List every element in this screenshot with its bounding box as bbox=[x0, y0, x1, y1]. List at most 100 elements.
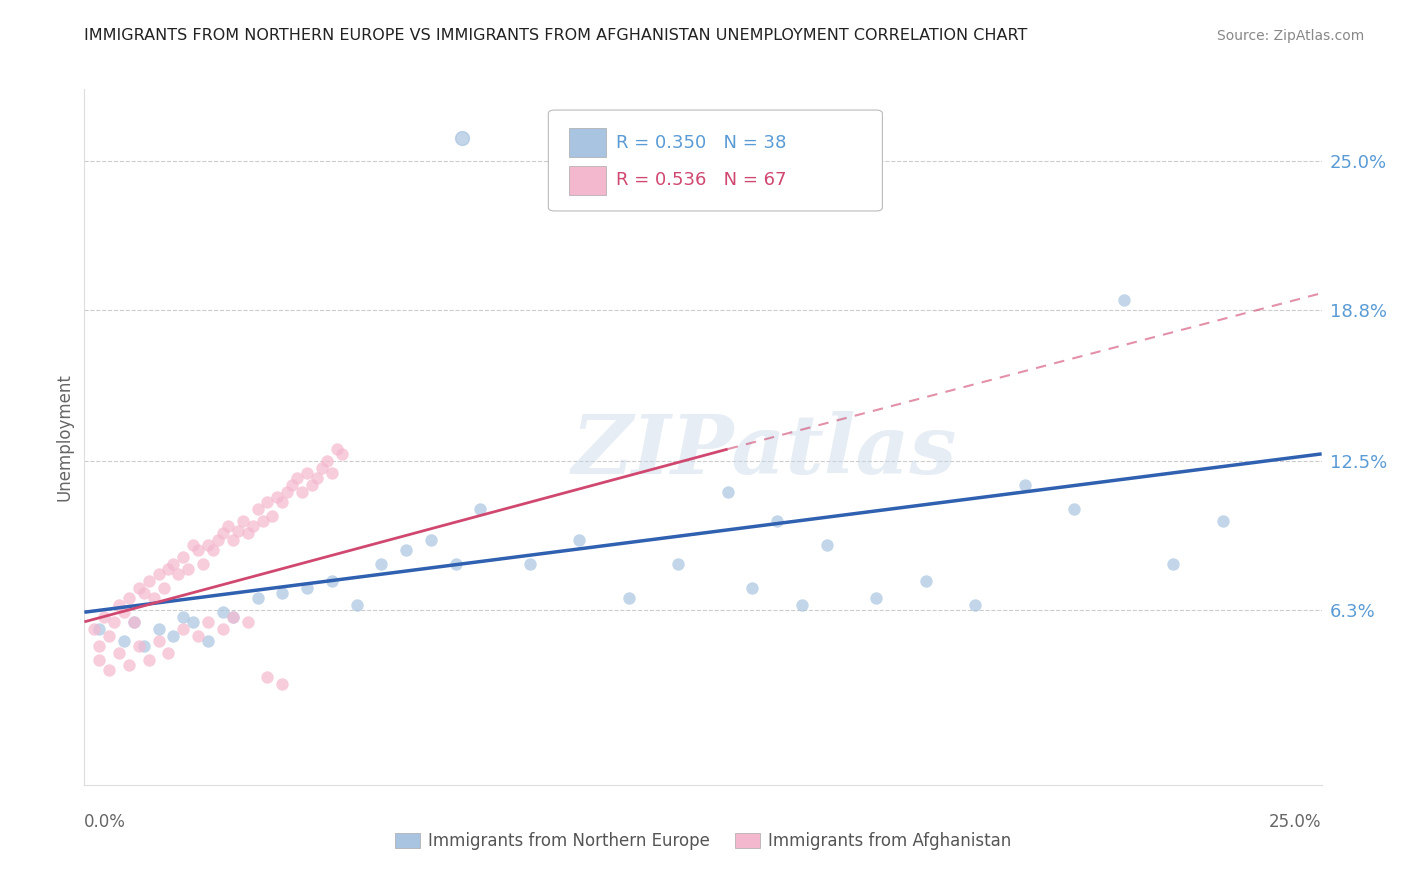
Point bbox=[128, 581, 150, 595]
Point bbox=[226, 524, 249, 538]
Point bbox=[128, 639, 150, 653]
Point bbox=[246, 591, 269, 605]
Point bbox=[212, 605, 235, 619]
Text: 0.0%: 0.0% bbox=[84, 813, 127, 830]
Point bbox=[187, 542, 209, 557]
Point bbox=[262, 509, 284, 524]
Text: 25.0%: 25.0% bbox=[1270, 813, 1322, 830]
Point bbox=[246, 502, 269, 516]
Point bbox=[717, 485, 740, 500]
Point bbox=[315, 454, 337, 468]
Point bbox=[177, 562, 200, 576]
Point bbox=[242, 519, 264, 533]
Point bbox=[266, 490, 288, 504]
Point bbox=[197, 538, 219, 552]
Point bbox=[98, 629, 121, 643]
Point bbox=[191, 558, 214, 572]
Text: IMMIGRANTS FROM NORTHERN EUROPE VS IMMIGRANTS FROM AFGHANISTAN UNEMPLOYMENT CORR: IMMIGRANTS FROM NORTHERN EUROPE VS IMMIG… bbox=[84, 29, 1028, 43]
Point bbox=[157, 646, 180, 660]
Point bbox=[305, 471, 328, 485]
Text: R = 0.536   N = 67: R = 0.536 N = 67 bbox=[616, 171, 787, 189]
Point bbox=[162, 629, 184, 643]
Point bbox=[207, 533, 229, 548]
Point bbox=[122, 615, 145, 629]
Point bbox=[276, 485, 298, 500]
Point bbox=[89, 639, 111, 653]
Point bbox=[311, 461, 333, 475]
Point bbox=[236, 526, 259, 541]
Point bbox=[617, 591, 640, 605]
Point bbox=[370, 558, 392, 572]
Point bbox=[112, 605, 135, 619]
Point bbox=[93, 610, 115, 624]
Point bbox=[271, 677, 294, 691]
Point bbox=[914, 574, 936, 588]
Point bbox=[132, 639, 155, 653]
Point bbox=[118, 658, 141, 673]
Point bbox=[741, 581, 763, 595]
Point bbox=[138, 574, 160, 588]
Point bbox=[236, 615, 259, 629]
Point bbox=[148, 566, 170, 581]
Point bbox=[865, 591, 887, 605]
Point bbox=[568, 533, 591, 548]
Point bbox=[295, 581, 318, 595]
Point bbox=[326, 442, 349, 456]
Point bbox=[197, 615, 219, 629]
Point bbox=[108, 598, 131, 612]
Point bbox=[172, 622, 194, 636]
Point bbox=[138, 653, 160, 667]
Point bbox=[89, 653, 111, 667]
Point bbox=[419, 533, 441, 548]
Point bbox=[281, 478, 304, 492]
Y-axis label: Unemployment: Unemployment bbox=[55, 373, 73, 501]
Point bbox=[285, 471, 308, 485]
Point bbox=[766, 514, 789, 528]
Point bbox=[519, 558, 541, 572]
Point bbox=[157, 562, 180, 576]
Point bbox=[212, 526, 235, 541]
Point bbox=[89, 622, 111, 636]
Point bbox=[965, 598, 987, 612]
Point bbox=[321, 574, 343, 588]
Point bbox=[1212, 514, 1234, 528]
Point bbox=[1063, 502, 1085, 516]
Point bbox=[202, 542, 225, 557]
Point bbox=[232, 514, 254, 528]
Point bbox=[112, 634, 135, 648]
FancyBboxPatch shape bbox=[569, 128, 606, 157]
Point bbox=[118, 591, 141, 605]
Point bbox=[217, 519, 239, 533]
Point bbox=[108, 646, 131, 660]
Point bbox=[271, 495, 294, 509]
Point bbox=[167, 566, 190, 581]
Point bbox=[181, 538, 204, 552]
Point bbox=[181, 615, 204, 629]
Point bbox=[252, 514, 274, 528]
Point bbox=[122, 615, 145, 629]
Point bbox=[1112, 293, 1135, 308]
Point bbox=[142, 591, 165, 605]
Point bbox=[256, 670, 278, 684]
Point bbox=[132, 586, 155, 600]
Point bbox=[301, 478, 323, 492]
Point bbox=[103, 615, 125, 629]
Point bbox=[790, 598, 813, 612]
Point bbox=[321, 466, 343, 480]
Point bbox=[1014, 478, 1036, 492]
Point bbox=[395, 542, 418, 557]
Point bbox=[815, 538, 838, 552]
Point bbox=[470, 502, 492, 516]
Point bbox=[222, 610, 245, 624]
Point bbox=[291, 485, 314, 500]
Point bbox=[222, 533, 245, 548]
Point bbox=[83, 622, 105, 636]
Point bbox=[666, 558, 689, 572]
Point bbox=[330, 447, 353, 461]
Point bbox=[148, 622, 170, 636]
Text: R = 0.350   N = 38: R = 0.350 N = 38 bbox=[616, 134, 787, 152]
Point bbox=[162, 558, 184, 572]
Point bbox=[346, 598, 368, 612]
FancyBboxPatch shape bbox=[569, 166, 606, 195]
Point bbox=[172, 549, 194, 564]
